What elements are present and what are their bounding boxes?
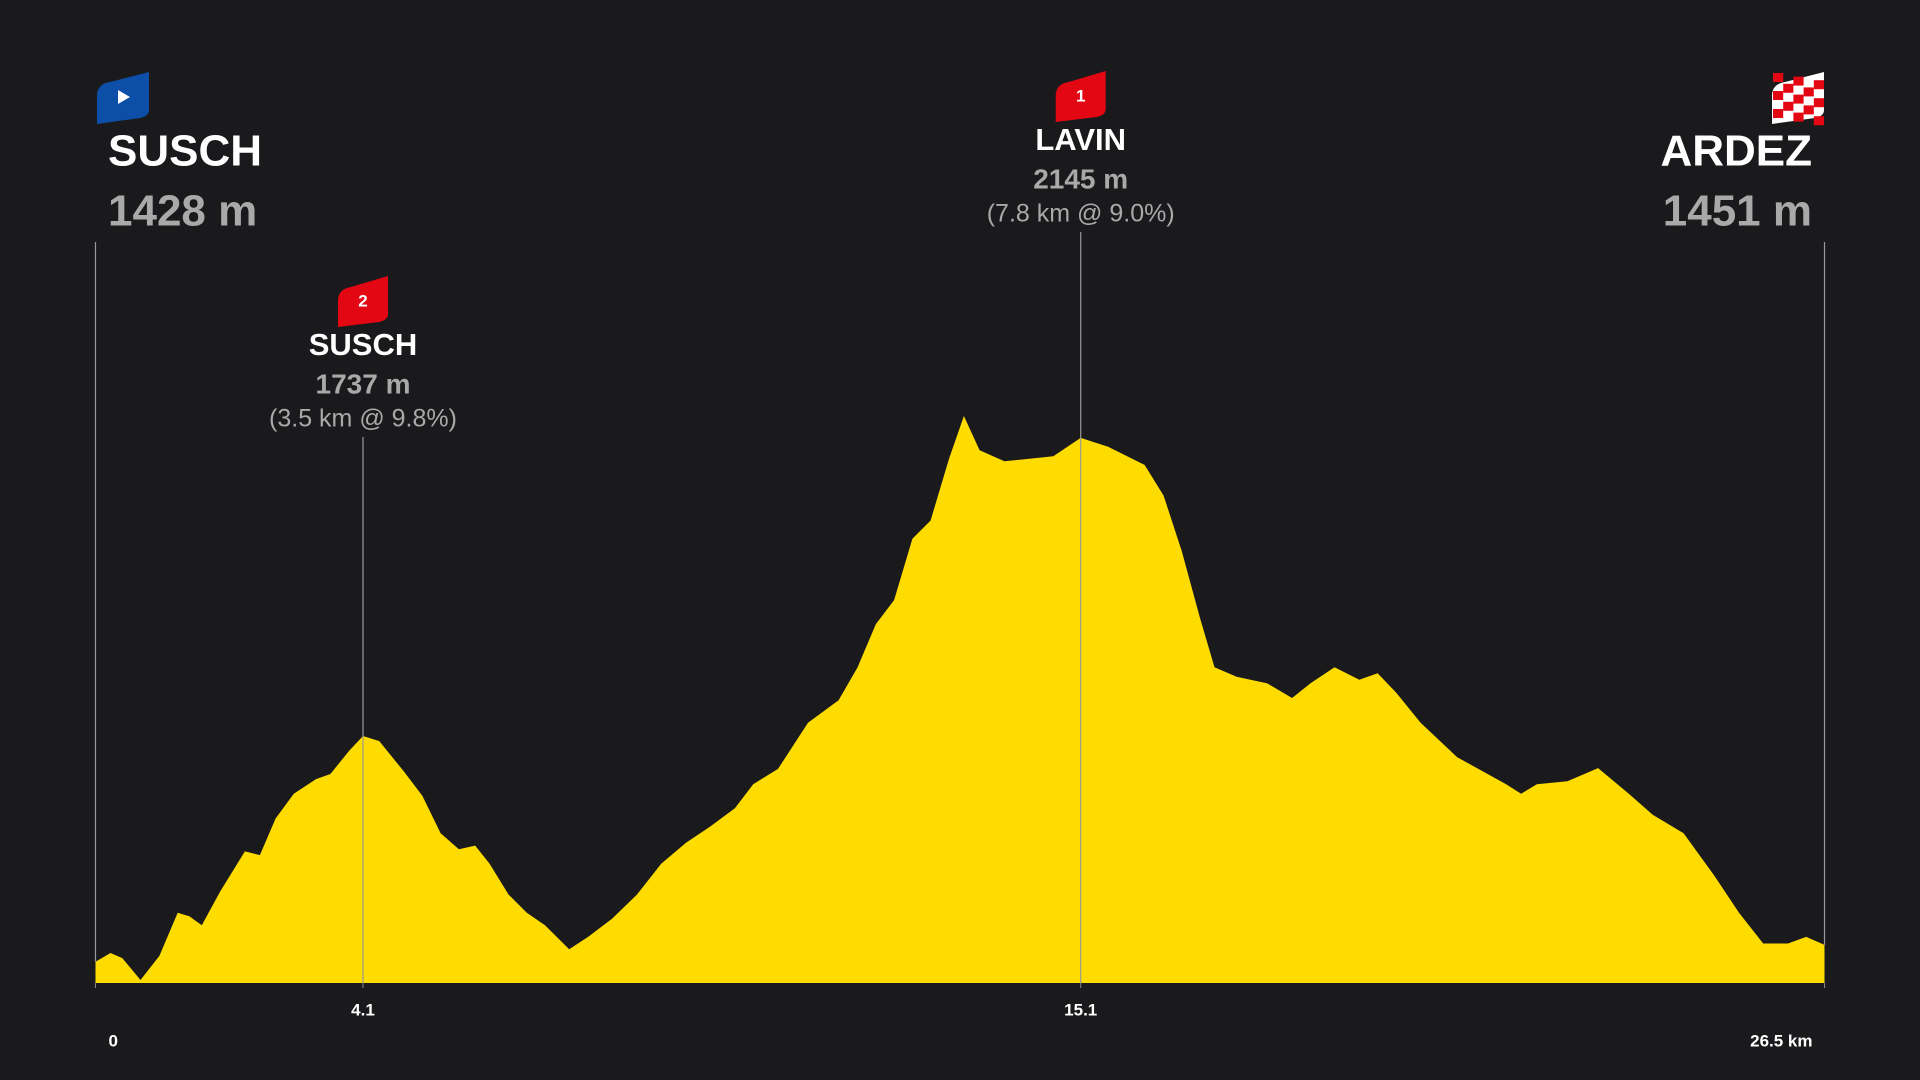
finish-flag-check [1813,98,1824,108]
climb-flag [1055,71,1106,122]
finish-elevation: 1451 m [1663,187,1812,236]
climb-category: 1 [1076,86,1085,105]
climb-category: 2 [358,291,367,310]
finish-name: ARDEZ [1660,127,1812,176]
elevation-area [95,416,1825,983]
climb-name: SUSCH [309,327,418,362]
start-flag-icon [118,90,130,104]
climb-elevation: 1737 m [316,368,411,399]
profile-layer [95,416,1825,983]
climb-name: LAVIN [1035,122,1126,157]
finish-flag-check [1773,91,1784,100]
finish-flag-check [1793,94,1804,104]
finish-flag-check [1813,116,1824,126]
finish-flag-check [1783,83,1794,93]
finish-flag-check [1803,105,1814,115]
finish-flag-check [1773,109,1784,118]
finish-flag-check [1783,101,1794,111]
start-elevation: 1428 m [108,187,257,236]
finish-flag-check [1793,76,1804,86]
climb-elevation: 2145 m [1033,163,1128,194]
finish-flag-check [1793,112,1804,122]
finish-flag-check [1813,80,1824,90]
overlay-layer: 0 4.1 15.1 26.5 km SUSCH 1428 m ARDEZ 1451 m 2 SU… [94,71,1826,1050]
x-tick-label: 26.5 km [1750,1031,1812,1050]
x-tick-label: 15.1 [1064,1000,1097,1019]
climb-detail: (3.5 km @ 9.8%) [269,405,457,433]
start-name: SUSCH [108,127,262,176]
x-tick-label: 0 [109,1031,118,1050]
climb-detail: (7.8 km @ 9.0%) [987,200,1175,228]
finish-flag-check [1803,87,1814,97]
finish-flag [1772,72,1824,126]
climb-flag [338,276,389,327]
finish-flag-check [1773,73,1784,82]
x-tick-label: 4.1 [351,1000,375,1019]
